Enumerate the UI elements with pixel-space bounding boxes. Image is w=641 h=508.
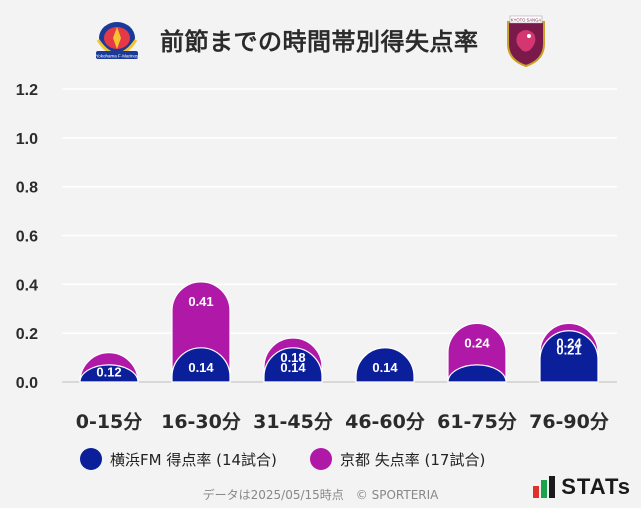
away-logo-text: KYOTO SANGA — [511, 18, 542, 23]
legend-swatch-away — [310, 448, 332, 470]
bar-label-away: 0.24 — [556, 335, 582, 350]
x-tick-label: 0-15分 — [76, 411, 143, 433]
home-team-logo: Yokohama F·Marinos — [96, 22, 139, 59]
bar-label-home: 0.14 — [372, 360, 398, 375]
bar-home-score — [79, 364, 139, 383]
home-logo-text: Yokohama F·Marinos — [96, 54, 139, 59]
bar-home-score — [171, 347, 231, 383]
bar-label-home: 0.21 — [556, 343, 581, 358]
y-tick-label: 0.0 — [16, 375, 38, 392]
bar-label-away: 0.12 — [96, 365, 121, 380]
y-tick-label: 0.8 — [16, 180, 38, 197]
bar-home-score — [447, 364, 507, 383]
bar-label-home: 0.14 — [188, 360, 214, 375]
chart-title: 前節までの時間帯別得失点率 — [160, 28, 479, 56]
bar-home-score — [539, 330, 599, 383]
stats-logo-icon — [533, 476, 556, 498]
y-tick-label: 0.6 — [16, 229, 38, 246]
legend-item-home: 横浜FM 得点率 (14試合) — [80, 446, 277, 474]
x-tick-label: 61-75分 — [437, 411, 517, 433]
x-tick-label: 76-90分 — [529, 411, 609, 433]
away-team-logo: KYOTO SANGA — [507, 15, 545, 68]
bar-label-away: 0.24 — [464, 335, 490, 350]
bar-chart: 0.0 0.2 0.4 0.6 0.8 1.0 1.2 0.12 0-15分 0.41 0.14 16… — [16, 82, 617, 433]
x-tick-label: 46-60分 — [345, 411, 425, 433]
stats-brand: STATs — [533, 473, 631, 501]
bar-label-away: 0.41 — [188, 294, 213, 309]
legend-label-away: 京都 失点率 (17試合) — [340, 451, 486, 469]
bar-home-score — [355, 347, 415, 383]
bar-label-away: 0.18 — [280, 350, 305, 365]
legend-item-away: 京都 失点率 (17試合) — [310, 446, 485, 474]
legend-swatch-home — [80, 448, 102, 470]
y-tick-label: 1.2 — [16, 82, 38, 99]
stats-brand-text: STATs — [561, 474, 631, 499]
legend-label-home: 横浜FM 得点率 (14試合) — [110, 451, 277, 469]
bar-label-home: 0.14 — [280, 360, 306, 375]
bar-home-score — [263, 347, 323, 383]
x-tick-label: 31-45分 — [253, 411, 333, 433]
y-tick-label: 0.2 — [16, 326, 38, 343]
footer-note: データは2025/05/15時点 © SPORTERIA — [202, 488, 439, 502]
y-tick-label: 1.0 — [16, 131, 38, 148]
x-tick-label: 16-30分 — [161, 411, 241, 433]
y-tick-label: 0.4 — [16, 277, 38, 294]
